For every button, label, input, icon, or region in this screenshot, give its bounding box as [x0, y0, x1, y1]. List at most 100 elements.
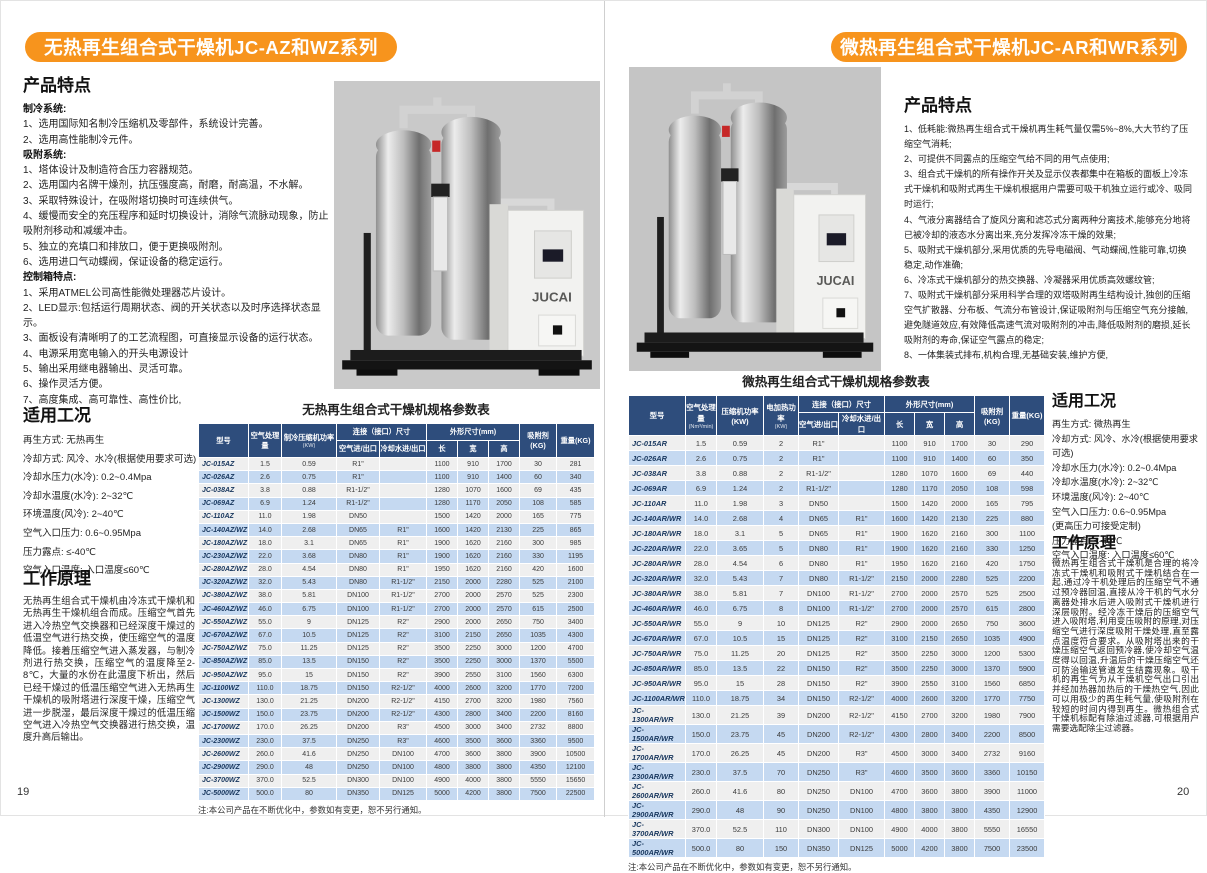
value-cell: 281: [556, 456, 596, 472]
value-cell: 4700: [884, 781, 916, 801]
value-cell: R2-1/2": [378, 707, 428, 722]
value-cell: 1200: [974, 645, 1011, 661]
value-cell: 1620: [914, 555, 946, 571]
value-cell: R1": [336, 456, 380, 472]
value-cell: 1900: [426, 549, 459, 564]
value-cell: 3900: [884, 675, 916, 691]
value-cell: 4300: [884, 724, 916, 744]
value-cell: 28.0: [248, 562, 282, 577]
value-cell: 9160: [1009, 743, 1046, 763]
model-cell: JC-230AZ/WZ: [198, 549, 249, 564]
value-cell: 9: [281, 615, 337, 630]
value-cell: [837, 480, 886, 496]
value-cell: 2900: [426, 615, 459, 630]
value-cell: R1-1/2": [378, 602, 428, 617]
value-cell: 1900: [426, 536, 459, 551]
table-row: JC-280AR/WR 28.0 4.54 6 DN80 R1" 1950 1620 2160 4…: [628, 555, 1046, 571]
table-row: JC-280AZ/WZ 28.0 4.54 DN80 R1" 1950 1620 2160 42…: [198, 562, 596, 577]
value-cell: 165: [974, 495, 1011, 511]
value-cell: 0.75: [281, 470, 337, 485]
value-cell: 2: [763, 480, 799, 496]
value-cell: 3600: [488, 733, 521, 749]
value-cell: 1.24: [281, 496, 337, 511]
value-cell: 11.0: [685, 495, 717, 511]
model-cell: JC-2300WZ: [198, 733, 249, 749]
value-cell: 1620: [457, 562, 490, 577]
value-cell: 23.75: [716, 724, 764, 744]
value-cell: 4900: [426, 773, 459, 788]
model-cell: JC-1700AR/WR: [628, 743, 686, 763]
table-row: JC-180AR/WR 18.0 3.1 5 DN65 R1" 1900 1620 2160 30…: [628, 525, 1046, 541]
value-cell: 3800: [944, 800, 976, 820]
right-conditions-section: 适用工况 再生方式: 微热再生 冷却方式: 风冷、水冷(根据使用要求可选) 冷却水压…: [1052, 387, 1204, 563]
value-cell: 3200: [488, 681, 521, 696]
value-cell: DN65: [798, 525, 839, 541]
value-cell: 260.0: [248, 747, 282, 762]
col-header-air-inlet: 空气进/出口: [336, 440, 380, 458]
value-cell: DN150: [798, 690, 839, 706]
text-line: 冷却水温度(水冷): 2~32℃: [1052, 477, 1159, 488]
value-cell: DN250: [336, 747, 380, 762]
value-cell: 85.0: [248, 654, 282, 670]
value-cell: 2280: [488, 575, 521, 590]
value-cell: 300: [974, 525, 1011, 541]
value-cell: 46.0: [248, 602, 282, 617]
value-cell: 14.0: [248, 522, 282, 538]
value-cell: 15650: [556, 773, 596, 788]
value-cell: DN200: [336, 694, 380, 709]
heater-label: 电加热功率: [766, 402, 796, 423]
model-cell: JC-026AZ: [198, 470, 249, 485]
value-cell: 1770: [519, 681, 558, 696]
value-cell: 2732: [519, 720, 558, 735]
value-cell: R2": [837, 645, 886, 661]
value-cell: 38.0: [248, 588, 282, 604]
value-cell: 1620: [457, 536, 490, 551]
value-cell: DN125: [798, 615, 839, 631]
value-cell: 2700: [457, 694, 490, 709]
value-cell: R2": [837, 630, 886, 646]
value-cell: 585: [556, 496, 596, 511]
value-cell: 1600: [556, 562, 596, 577]
value-cell: 9500: [556, 733, 596, 749]
value-cell: 3800: [457, 760, 490, 775]
value-cell: R1-1/2": [798, 480, 839, 496]
text-line: 2、可提供不同露点的压缩空气给不同的用气点使用;: [904, 154, 1110, 165]
value-cell: 2600: [457, 681, 490, 696]
col-header-length: 长: [426, 440, 459, 458]
value-cell: 1420: [457, 522, 490, 538]
value-cell: R1-1/2": [837, 570, 886, 586]
value-cell: 8: [763, 600, 799, 616]
value-cell: 2570: [944, 600, 976, 616]
value-cell: DN125: [336, 628, 380, 643]
value-cell: 8500: [1009, 724, 1046, 744]
value-cell: 2150: [884, 570, 916, 586]
value-cell: R3": [837, 762, 886, 782]
value-cell: 4800: [884, 800, 916, 820]
value-cell: 11000: [1009, 781, 1046, 801]
col-header-length: 长: [884, 412, 916, 436]
model-cell: JC-180AR/WR: [628, 525, 686, 541]
value-cell: 2: [763, 450, 799, 466]
value-cell: 2000: [457, 575, 490, 590]
text-line: 再生方式: 微热再生: [1052, 419, 1131, 429]
value-cell: 230.0: [248, 733, 282, 749]
value-cell: 55.0: [248, 615, 282, 630]
value-cell: [837, 465, 886, 481]
value-cell: 3900: [426, 667, 459, 683]
value-cell: 37.5: [716, 762, 764, 782]
value-cell: 1280: [884, 480, 916, 496]
value-cell: 3500: [884, 660, 916, 676]
value-cell: 1500: [884, 495, 916, 511]
value-cell: R1": [798, 450, 839, 466]
value-cell: 7500: [974, 838, 1011, 858]
value-cell: 22.0: [685, 540, 717, 556]
right-features-list: 1、低耗能:微热再生组合式干燥机再生耗气量仅需5%~8%,大大节约了压缩空气消耗…: [904, 122, 1195, 364]
value-cell: R1-1/2": [378, 588, 428, 604]
value-cell: 910: [457, 456, 490, 472]
table-row: JC-2300WZ 230.0 37.5 DN250 R3" 4600 3500 3600 33…: [198, 733, 596, 749]
table-row: JC-140AR/WR 14.0 2.68 4 DN65 R1" 1600 1420 2130 2…: [628, 510, 1046, 526]
value-cell: DN80: [336, 575, 380, 590]
table-row: JC-015AZ 1.5 0.59 R1" 1100 910 1700 30 281: [198, 456, 596, 472]
value-cell: 80: [716, 838, 764, 858]
